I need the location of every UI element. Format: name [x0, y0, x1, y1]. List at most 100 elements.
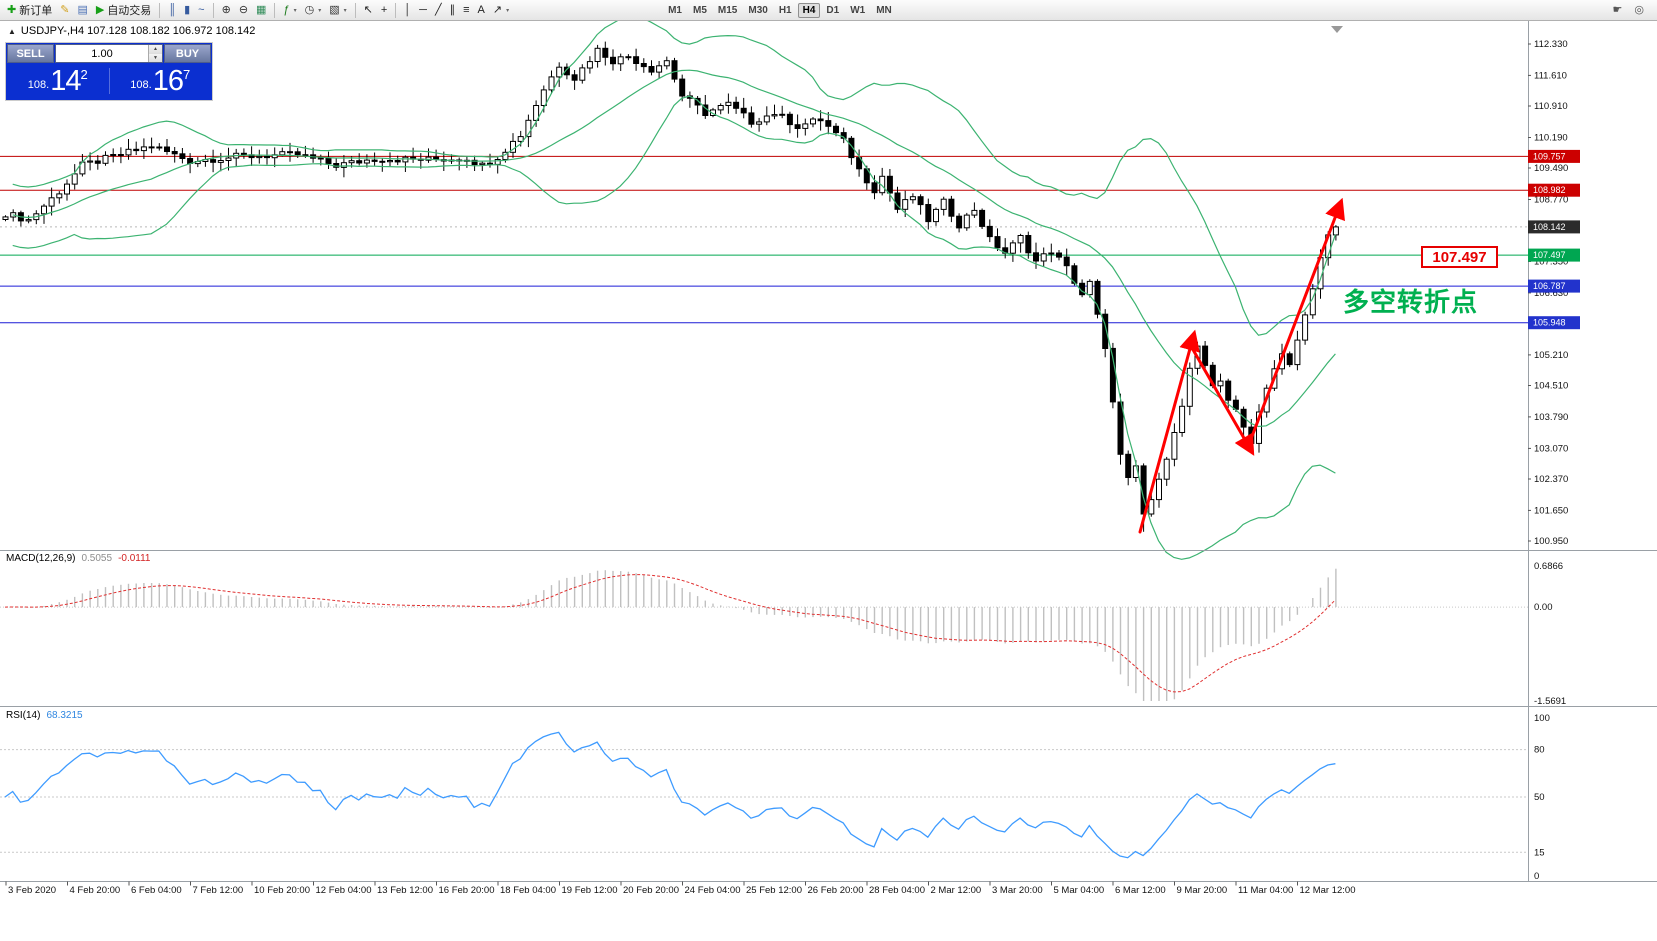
chart-shift-marker [1331, 26, 1343, 33]
market-watch-button[interactable]: ▤ [73, 1, 91, 20]
tf-button-m15[interactable]: M15 [717, 4, 738, 16]
sell-price-sup: 2 [80, 67, 88, 82]
autotrading-button[interactable]: ▶ 自动交易 [92, 1, 155, 20]
svg-text:12 Feb 04:00: 12 Feb 04:00 [316, 885, 372, 896]
candlestick-chart-button[interactable]: ▮ [180, 1, 194, 20]
templates-button[interactable]: ▧ ▾ [325, 1, 350, 20]
collapse-trade-panel-icon[interactable]: ▲ [8, 26, 16, 36]
tile-windows-button[interactable]: ▦ [252, 1, 270, 20]
metaeditor-button[interactable]: ✎ [56, 1, 73, 20]
svg-text:7 Feb 12:00: 7 Feb 12:00 [193, 885, 244, 896]
volume-increase-button[interactable]: ▲ [149, 45, 162, 54]
bar-chart-button[interactable]: ║ [164, 1, 180, 20]
svg-text:6 Feb 04:00: 6 Feb 04:00 [131, 885, 182, 896]
tf-button-m1[interactable]: M1 [668, 4, 682, 16]
svg-text:13 Feb 12:00: 13 Feb 12:00 [377, 885, 433, 896]
main-toolbar: ✚ 新订单 ✎ ▤ ▶ 自动交易 ║ ▮ ~ ⊕ ⊖ ▦ ƒ ▾ ◷ ▾ ▧ ▾ ↖ + │ ─ ╱ ∥ ≡ A ↗ ▾ M1 M5 M15… [0, 0, 1657, 21]
svg-text:109.757: 109.757 [1533, 151, 1566, 161]
buy-price-prefix: 108. [130, 78, 152, 91]
time-axis[interactable]: 3 Feb 2020 4 Feb 20:00 6 Feb 04:00 7 Feb 12… [5, 881, 1356, 897]
svg-text:3 Mar 20:00: 3 Mar 20:00 [992, 885, 1043, 896]
crosshair-button[interactable]: + [377, 1, 391, 20]
svg-text:16 Feb 20:00: 16 Feb 20:00 [439, 885, 495, 896]
svg-text:2 Mar 12:00: 2 Mar 12:00 [931, 885, 982, 896]
arrows-button[interactable]: ↗ ▾ [489, 1, 513, 20]
horizontal-level-lines[interactable] [0, 155, 1528, 324]
price-divider [108, 68, 110, 94]
tf-button-h4[interactable]: H4 [797, 2, 821, 18]
text-button[interactable]: A [474, 1, 489, 20]
volume-spinner: ▲ ▼ [148, 45, 162, 62]
svg-text:107.350: 107.350 [1534, 257, 1568, 268]
periods-button[interactable]: ◷ ▾ [301, 1, 326, 20]
fibonacci-button[interactable]: ≡ [459, 1, 473, 20]
trend-arrows-annotation[interactable] [1138, 197, 1345, 534]
trade-prices-row: 108. 14 2 108. 16 7 [7, 63, 211, 99]
new-order-button[interactable]: ✚ 新订单 [3, 1, 56, 20]
vertical-line-icon: │ [404, 3, 412, 16]
hand-cursor-button[interactable]: ☛ [1609, 1, 1627, 20]
rsi-indicator [0, 731, 1528, 859]
price-callout[interactable]: 107.497 [1421, 246, 1498, 268]
chart-title: ▲ USDJPY-,H4 107.128 108.182 106.972 108… [8, 25, 255, 37]
tf-button-d1[interactable]: D1 [826, 4, 840, 16]
svg-text:3 Feb 2020: 3 Feb 2020 [8, 885, 56, 896]
svg-text:108.770: 108.770 [1534, 195, 1568, 206]
buy-button[interactable]: BUY [164, 44, 211, 63]
price-axis[interactable]: 112.330 111.610 110.910 110.190 109.490 108.7… [1528, 39, 1568, 547]
macd-indicator [0, 568, 1528, 701]
svg-text:18 Feb 04:00: 18 Feb 04:00 [500, 885, 556, 896]
bollinger-bands [12, 15, 1336, 560]
volume-input[interactable] [56, 45, 148, 62]
svg-text:110.190: 110.190 [1534, 133, 1568, 144]
trendline-button[interactable]: ╱ [431, 1, 446, 20]
chevron-down-icon: ▾ [318, 7, 322, 14]
search-button[interactable]: ◎ [1630, 1, 1648, 20]
sell-price-prefix: 108. [27, 78, 50, 91]
tf-button-mn[interactable]: MN [876, 4, 892, 16]
timeframe-switcher: M1 M5 M15 M30 H1 H4 D1 W1 MN [663, 2, 897, 18]
tf-button-w1[interactable]: W1 [850, 4, 866, 16]
panel-separators[interactable] [0, 21, 1657, 882]
buy-price-sup: 7 [182, 67, 191, 82]
chevron-down-icon: ▾ [343, 7, 347, 14]
svg-text:4 Feb 20:00: 4 Feb 20:00 [70, 885, 121, 896]
tf-button-m30[interactable]: M30 [748, 4, 768, 16]
buy-price[interactable]: 108. 16 7 [110, 64, 212, 97]
svg-text:19 Feb 12:00: 19 Feb 12:00 [562, 885, 618, 896]
cursor-button[interactable]: ↖ [360, 1, 377, 20]
line-chart-button[interactable]: ~ [194, 1, 208, 20]
tf-button-m5[interactable]: M5 [693, 4, 707, 16]
tf-button-h1[interactable]: H1 [778, 4, 792, 16]
line-chart-icon: ~ [198, 3, 205, 16]
one-click-trading-panel: SELL ▲ ▼ BUY 108.142 108.167 [6, 43, 212, 100]
autotrading-icon: ▶ [95, 3, 105, 16]
indicators-icon: ƒ [283, 3, 290, 16]
sell-price[interactable]: 108. 14 2 [7, 66, 109, 96]
svg-text:20 Feb 20:00: 20 Feb 20:00 [623, 885, 679, 896]
vertical-line-button[interactable]: │ [400, 1, 415, 20]
zoom-in-button[interactable]: ⊕ [218, 1, 235, 20]
tile-windows-icon: ▦ [256, 3, 267, 16]
zoom-out-button[interactable]: ⊖ [235, 1, 252, 20]
indicators-button[interactable]: ƒ ▾ [279, 1, 300, 20]
horizontal-line-button[interactable]: ─ [415, 1, 431, 20]
price-level-badges: 109.757 108.982 108.142 107.497 106.787 105.9… [1528, 149, 1580, 330]
candlestick-chart-icon: ▮ [184, 3, 191, 16]
chevron-down-icon: ▾ [293, 7, 297, 14]
new-order-icon: ✚ [7, 3, 17, 16]
sell-button[interactable]: SELL [7, 44, 54, 63]
channel-button[interactable]: ∥ [446, 1, 460, 20]
toolbar-separator [159, 2, 161, 18]
trendline-icon: ╱ [434, 3, 442, 16]
buy-price-big: 16 [152, 64, 184, 97]
zoom-out-icon: ⊖ [238, 3, 249, 16]
toolbar-right-group: ☛ ◎ [1609, 1, 1654, 20]
volume-decrease-button[interactable]: ▼ [149, 53, 162, 62]
svg-text:12 Mar 12:00: 12 Mar 12:00 [1300, 885, 1356, 896]
svg-text:105.948: 105.948 [1533, 318, 1566, 328]
svg-text:105.210: 105.210 [1534, 350, 1568, 361]
volume-field: ▲ ▼ [55, 44, 163, 63]
toolbar-separator [274, 2, 276, 18]
